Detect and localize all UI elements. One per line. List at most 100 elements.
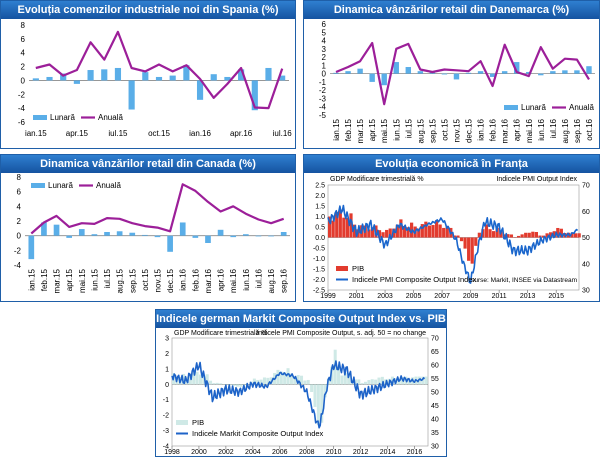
x-tick-label: iul.16 [273,129,293,138]
x-tick-label: 2012 [353,449,369,456]
france-chart-title: Evoluția economică în Franța [304,155,599,173]
y-tick-label: -2 [18,90,26,99]
bar-lunara [562,70,568,74]
x-tick-label: mar.15 [356,118,365,143]
bar-pib [266,377,270,385]
bar-pib [289,373,293,385]
bar-pib [495,228,499,238]
bar-lunara [345,71,351,74]
x-tick-label: 2011 [492,293,507,300]
bar-pib [256,379,260,385]
x-tick-label: feb.15 [344,118,353,141]
bar-pib [420,224,424,238]
right-axis-title: Indicele PMI Output Index [496,176,577,183]
y-right-tick-label: 40 [431,417,439,424]
y-left-tick-label: 1.5 [315,204,325,211]
x-tick-label: mai.15 [78,268,87,293]
bar-pib [570,233,574,238]
x-tick-label: 2010 [326,449,342,456]
bar-lunara [53,224,60,236]
line-anuala [35,30,284,110]
bar-lunara [87,70,94,81]
bar-lunara [586,66,592,74]
bar-pib [392,228,396,238]
bar-pib [397,379,401,385]
x-tick-label: mai.16 [525,118,534,143]
bar-pib [377,377,381,385]
bar-lunara [405,67,412,74]
y-left-tick-label: 2.5 [315,183,325,190]
x-tick-label: feb.16 [489,118,498,141]
y-tick-label: -4 [319,103,327,112]
bar-lunara [526,71,532,74]
bar-lunara [128,80,135,110]
bar-pib [353,379,357,385]
bar-lunara [183,65,190,81]
y-tick-label: 4 [17,202,22,211]
bar-pib [198,374,202,385]
bar-pib [269,377,273,385]
bar-pib [385,229,389,238]
bar-pib [306,379,310,385]
x-tick-label: 2000 [191,449,207,456]
x-tick-label: aug.16 [561,118,570,143]
x-tick-label: aug.15 [416,118,425,143]
bar-pib [459,237,464,242]
bar-pib [417,228,421,238]
x-tick-label: 2002 [218,449,234,456]
bar-pib [424,221,428,238]
x-tick-label: apr.15 [65,268,74,291]
x-tick-label: aug.15 [116,268,125,293]
bar-pib [345,217,350,238]
x-tick-label: ian.16 [179,268,188,290]
x-tick-label: mar.15 [53,268,62,293]
bar-pib [303,380,307,385]
x-tick-label: 2001 [349,293,365,300]
x-tick-label: mar.16 [204,268,213,293]
x-tick-label: iun.16 [242,268,251,290]
bar-pib [552,231,556,238]
bar-pib [242,384,246,386]
y-left-tick-label: -4 [163,444,169,451]
bar-pib [531,231,535,238]
legend-bar-swatch [336,266,348,271]
y-right-tick-label: 35 [431,430,439,437]
bar-pib [279,371,283,385]
bar-pib [509,234,514,238]
bar-pib [202,375,206,385]
y-tick-label: 6 [322,20,327,29]
denmark-chart-title: Dinamica vânzărilor retail din Danemarca… [304,1,599,19]
y-left-tick-label: -0.5 [313,246,325,253]
y-tick-label: 6 [17,188,22,197]
bar-lunara [242,234,249,236]
bar-pib [215,382,219,385]
bar-lunara [465,72,472,74]
y-left-tick-label: 3 [165,336,169,343]
x-tick-label: iul.16 [254,268,263,288]
bar-pib [424,376,428,385]
bar-pib [545,233,549,238]
y-tick-label: 5 [322,28,327,37]
legend-line-label: Anuală [569,103,594,112]
y-right-tick-label: 70 [431,336,439,343]
bar-lunara [489,73,496,77]
y-right-tick-label: 60 [582,209,590,216]
bar-lunara [46,76,53,81]
bar-pib [399,219,403,238]
y-right-tick-label: 60 [431,363,439,370]
x-tick-label: ian.15 [27,268,36,290]
bar-pib [188,377,192,385]
y-left-tick-label: -1 [163,397,169,404]
bar-lunara [265,67,272,81]
legend-bar-swatch [31,183,45,188]
bar-pib [209,380,213,385]
bar-pib [296,375,300,385]
bar-lunara [280,232,287,236]
bar-lunara [238,69,245,81]
bar-lunara [32,78,39,81]
y-right-tick-label: 70 [582,183,590,190]
y-tick-label: 6 [21,35,26,44]
bar-pib [192,373,196,385]
bar-pib [236,384,240,387]
